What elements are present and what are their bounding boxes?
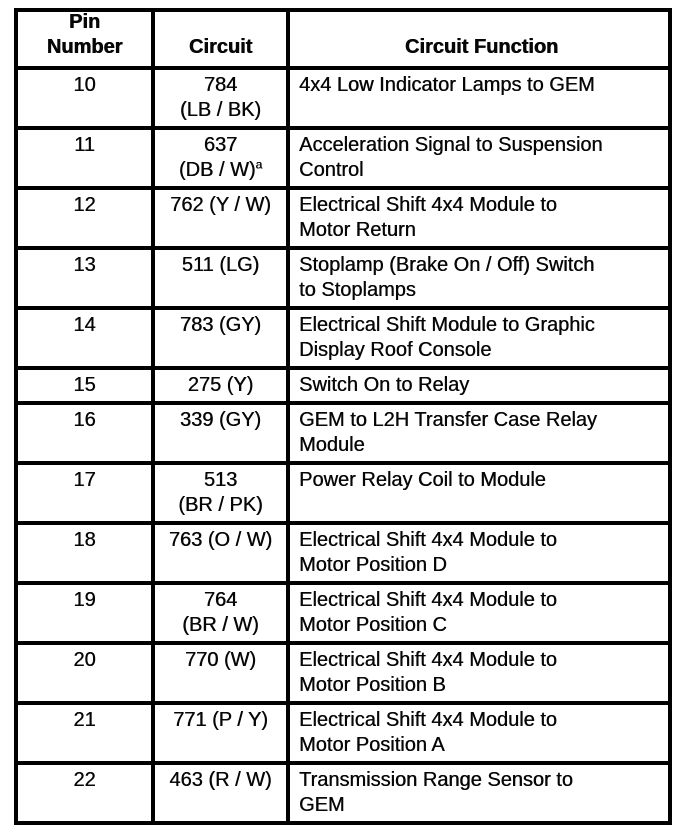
table-header-row: Pin Number Circuit Circuit Function: [18, 11, 668, 70]
table-row: 21 771 (P / Y) Electrical Shift 4x4 Module…: [18, 705, 668, 765]
pin-number-cell: 20: [18, 645, 155, 701]
circuit-cell: 513 (BR / PK): [155, 465, 290, 521]
circuit-text: 783 (GY): [179, 314, 262, 336]
circuit-cell: 511 (LG): [155, 250, 290, 306]
circuit-function-cell: Electrical Shift 4x4 Module to Motor Pos…: [299, 529, 557, 576]
circuit-text: (BR / W): [182, 614, 259, 636]
pin-number-cell: 16: [18, 405, 155, 461]
circuit-cell: 275 (Y): [155, 370, 290, 401]
circuit-text: 511 (LG): [181, 254, 260, 276]
pin-number-cell: 19: [18, 585, 155, 641]
pin-number-cell: 12: [18, 190, 155, 246]
circuit-cell: 463 (R / W): [155, 765, 290, 821]
circuit-cell: 783 (GY): [155, 310, 290, 366]
circuit-cell: 771 (P / Y): [155, 705, 290, 761]
table-row: 16 339 (GY) GEM to L2H Transfer Case Relay…: [18, 405, 668, 465]
circuit-function-cell: Electrical Shift Module to Graphic Displ…: [299, 314, 595, 361]
pin-number-cell: 10: [18, 70, 155, 126]
circuit-text: 463 (R / W): [169, 769, 272, 791]
circuit-function-cell: Electrical Shift 4x4 Module to Motor Pos…: [299, 709, 557, 756]
table-row: 18 763 (O / W) Electrical Shift 4x4 Module…: [18, 525, 668, 585]
table-row: 13 511 (LG) Stoplamp (Brake On / Off) Swit…: [18, 250, 668, 310]
circuit-function-cell: Power Relay Coil to Module: [299, 469, 546, 491]
pinout-table: Pin Number Circuit Circuit Function 10 78…: [14, 8, 672, 825]
table-row: 12 762 (Y / W) Electrical Shift 4x4 Module…: [18, 190, 668, 250]
circuit-text: 762 (Y / W): [170, 194, 271, 216]
circuit-cell: 339 (GY): [155, 405, 290, 461]
circuit-text: 770 (W): [184, 649, 257, 671]
pin-number-cell: 22: [18, 765, 155, 821]
circuit-function-cell: Electrical Shift 4x4 Module to Motor Pos…: [299, 589, 557, 636]
table-row: 22 463 (R / W) Transmission Range Sensor t…: [18, 765, 668, 821]
pin-number-cell: 13: [18, 250, 155, 306]
circuit-text: 339 (GY): [179, 409, 262, 431]
circuit-function-cell: Switch On to Relay: [299, 374, 470, 396]
circuit-cell: 764 (BR / W): [155, 585, 290, 641]
pin-number-cell: 15: [18, 370, 155, 401]
circuit-text: 763 (O / W): [168, 529, 273, 551]
pin-number-cell: 17: [18, 465, 155, 521]
table-row: 11 637 (DB / W)a Acceleration Signal to Sus…: [18, 130, 668, 190]
pin-number-cell: 14: [18, 310, 155, 366]
circuit-function-cell: Acceleration Signal to Suspension Contro…: [299, 134, 603, 181]
header-cell-pin-number: Pin Number: [18, 11, 155, 66]
circuit-cell: 763 (O / W): [155, 525, 290, 581]
circuit-text: 771 (P / Y): [173, 709, 268, 731]
pin-number-cell: 21: [18, 705, 155, 761]
circuit-function-cell: Electrical Shift 4x4 Module to Motor Pos…: [299, 649, 557, 696]
circuit-function-cell: GEM to L2H Transfer Case Relay Module: [299, 409, 597, 456]
circuit-text: (LB / BK): [179, 99, 262, 121]
table-row: 19 764 (BR / W) Electrical Shift 4x4 Module…: [18, 585, 668, 645]
table-row: 20 770 (W) Electrical Shift 4x4 Module to …: [18, 645, 668, 705]
circuit-text: (DB / W)a: [178, 157, 263, 181]
header-cell-circuit: Circuit: [155, 12, 290, 66]
circuit-footnote-superscript: a: [255, 157, 263, 172]
circuit-function-cell: Electrical Shift 4x4 Module to Motor Ret…: [299, 194, 557, 241]
pin-number-cell: 18: [18, 525, 155, 581]
circuit-function-cell: Transmission Range Sensor to GEM: [299, 769, 573, 816]
table-row: 17 513 (BR / PK) Power Relay Coil to Module: [18, 465, 668, 525]
circuit-text: (BR / PK): [178, 494, 263, 516]
header-cell-circuit-function: Circuit Function: [404, 36, 559, 58]
table-row: 10 784 (LB / BK) 4x4 Low Indicator Lamps to…: [18, 70, 668, 130]
table-row: 14 783 (GY) Electrical Shift Module to Gra…: [18, 310, 668, 370]
circuit-cell: 770 (W): [155, 645, 290, 701]
circuit-text: 764: [203, 589, 238, 611]
circuit-cell: 784 (LB / BK): [155, 70, 290, 126]
circuit-cell: 637 (DB / W)a: [155, 130, 290, 186]
circuit-text: 784: [203, 74, 238, 96]
circuit-text: 513: [203, 469, 238, 491]
pin-number-cell: 11: [18, 130, 155, 186]
circuit-cell: 762 (Y / W): [155, 190, 290, 246]
circuit-function-cell: Stoplamp (Brake On / Off) Switch to Stop…: [299, 254, 595, 301]
circuit-text: 637: [203, 134, 238, 156]
circuit-function-cell: 4x4 Low Indicator Lamps to GEM: [299, 74, 595, 96]
circuit-text: 275 (Y): [187, 374, 254, 396]
table-row: 15 275 (Y) Switch On to Relay: [18, 370, 668, 405]
